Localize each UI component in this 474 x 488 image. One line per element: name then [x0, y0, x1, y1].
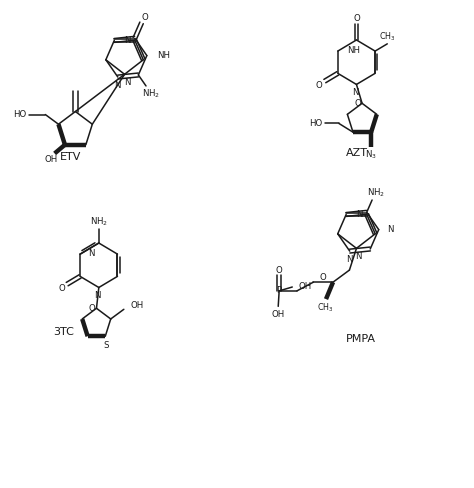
Text: N: N [352, 87, 359, 97]
Text: N: N [115, 81, 121, 90]
Text: HO: HO [310, 118, 322, 127]
Text: OH: OH [272, 309, 285, 318]
Text: O: O [141, 13, 148, 22]
Text: N: N [95, 290, 101, 299]
Text: N: N [88, 249, 94, 258]
Text: NH$_2$: NH$_2$ [142, 87, 160, 100]
Text: PMPA: PMPA [346, 333, 376, 343]
Text: O: O [88, 304, 95, 313]
Text: N: N [387, 224, 393, 233]
Text: O: O [276, 265, 283, 274]
Text: CH$_3$: CH$_3$ [379, 31, 395, 43]
Text: O: O [320, 272, 327, 281]
Text: P: P [276, 286, 281, 295]
Text: HO: HO [13, 109, 27, 119]
Text: O: O [316, 81, 322, 90]
Text: N: N [356, 209, 363, 218]
Text: 3TC: 3TC [53, 327, 74, 337]
Text: O: O [58, 284, 65, 292]
Text: CH$_3$: CH$_3$ [317, 301, 333, 313]
Text: N: N [124, 36, 131, 44]
Text: S: S [103, 340, 109, 349]
Text: NH$_2$: NH$_2$ [366, 186, 384, 199]
Text: NH: NH [347, 46, 360, 55]
Text: ETV: ETV [60, 151, 82, 161]
Text: N: N [356, 251, 362, 260]
Text: AZT: AZT [346, 148, 367, 158]
Text: OH: OH [130, 300, 144, 309]
Text: O: O [353, 14, 360, 23]
Text: N: N [124, 78, 130, 86]
Text: N$_3$: N$_3$ [365, 148, 377, 161]
Text: O: O [354, 99, 361, 108]
Text: OH: OH [298, 282, 311, 290]
Text: N: N [346, 254, 353, 264]
Text: NH: NH [157, 51, 170, 60]
Text: NH$_2$: NH$_2$ [90, 215, 108, 227]
Text: OH: OH [44, 155, 57, 163]
